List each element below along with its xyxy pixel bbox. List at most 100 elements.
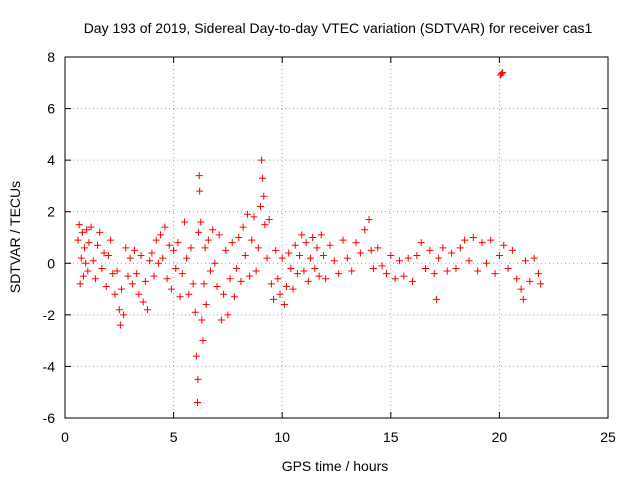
data-point — [289, 285, 297, 293]
data-point — [183, 254, 191, 262]
grid — [65, 57, 608, 418]
data-point — [313, 244, 321, 252]
data-point — [293, 270, 301, 278]
data-point — [252, 267, 260, 275]
data-point — [79, 272, 87, 280]
data-point — [226, 275, 234, 283]
data-point — [291, 241, 299, 249]
x-tick-label: 5 — [170, 429, 178, 445]
data-point — [83, 226, 91, 234]
y-axis-label: SDTVAR / TECUs — [7, 181, 23, 293]
data-point — [224, 311, 232, 319]
data-point — [87, 223, 95, 231]
data-point — [306, 254, 314, 262]
data-point — [322, 275, 330, 283]
data-point — [170, 246, 178, 254]
data-point — [339, 236, 347, 244]
data-point — [283, 282, 291, 290]
data-point — [319, 252, 327, 260]
x-tick-label: 25 — [600, 429, 616, 445]
data-point — [250, 213, 258, 221]
data-point — [465, 257, 473, 265]
data-point — [495, 252, 503, 260]
data-point — [241, 252, 249, 260]
data-point — [122, 244, 130, 252]
data-point — [215, 231, 223, 239]
data-point — [400, 272, 408, 280]
data-point — [139, 298, 147, 306]
data-point — [263, 254, 271, 262]
chart-title: Day 193 of 2019, Sidereal Day-to-day VTE… — [84, 20, 593, 36]
data-point — [237, 277, 245, 285]
data-point — [343, 254, 351, 262]
data-point — [202, 301, 210, 309]
data-point — [391, 275, 399, 283]
data-point — [259, 174, 267, 182]
data-point — [300, 267, 308, 275]
y-tick-label: 2 — [47, 204, 55, 220]
data-point — [430, 270, 438, 278]
data-point — [96, 228, 104, 236]
data-point — [267, 280, 275, 288]
data-point — [77, 254, 85, 262]
data-point — [504, 264, 512, 272]
data-point — [261, 221, 269, 229]
data-point — [435, 254, 443, 262]
x-tick-label: 15 — [383, 429, 399, 445]
data-point — [137, 252, 145, 260]
data-point — [432, 295, 440, 303]
data-point — [382, 270, 390, 278]
data-point — [439, 244, 447, 252]
data-point — [309, 234, 317, 241]
data-point — [248, 236, 256, 244]
data-point — [133, 270, 141, 278]
data-point — [161, 223, 169, 231]
data-point — [417, 239, 425, 247]
y-tick-label: 8 — [47, 49, 55, 65]
data-point — [191, 308, 199, 316]
y-tick-label: 6 — [47, 101, 55, 117]
data-point — [315, 272, 323, 280]
data-point — [100, 249, 108, 257]
data-point — [243, 210, 251, 218]
data-point — [456, 244, 464, 252]
data-point — [220, 290, 228, 298]
data-point — [491, 270, 499, 278]
data-point — [159, 254, 167, 262]
data-point — [185, 290, 193, 298]
data-point — [124, 272, 132, 280]
data-point — [78, 228, 86, 236]
data-point — [304, 277, 312, 285]
data-point — [537, 280, 545, 288]
data-point — [369, 264, 377, 272]
data-point — [285, 249, 293, 257]
data-point — [404, 254, 412, 262]
data-point — [172, 264, 180, 272]
data-point — [461, 236, 469, 244]
data-point — [131, 246, 139, 254]
data-point — [302, 239, 310, 247]
data-point — [144, 306, 152, 314]
x-tick-label: 20 — [492, 429, 508, 445]
data-point — [352, 239, 360, 247]
data-point — [194, 375, 202, 383]
data-point — [82, 259, 90, 267]
plot-frame — [64, 56, 609, 419]
data-point — [76, 280, 84, 288]
data-point — [209, 226, 217, 234]
data-point — [207, 267, 215, 275]
data-point — [239, 223, 247, 231]
data-point — [246, 272, 254, 280]
data-point — [222, 246, 230, 254]
data-point — [195, 228, 203, 236]
data-point — [196, 187, 204, 195]
data-point — [348, 267, 356, 275]
data-point — [374, 244, 382, 252]
data-point — [192, 352, 200, 360]
data-point — [260, 192, 268, 200]
data-point — [154, 259, 162, 267]
data-point — [409, 277, 417, 285]
data-point — [204, 236, 212, 244]
data-point — [311, 264, 319, 272]
